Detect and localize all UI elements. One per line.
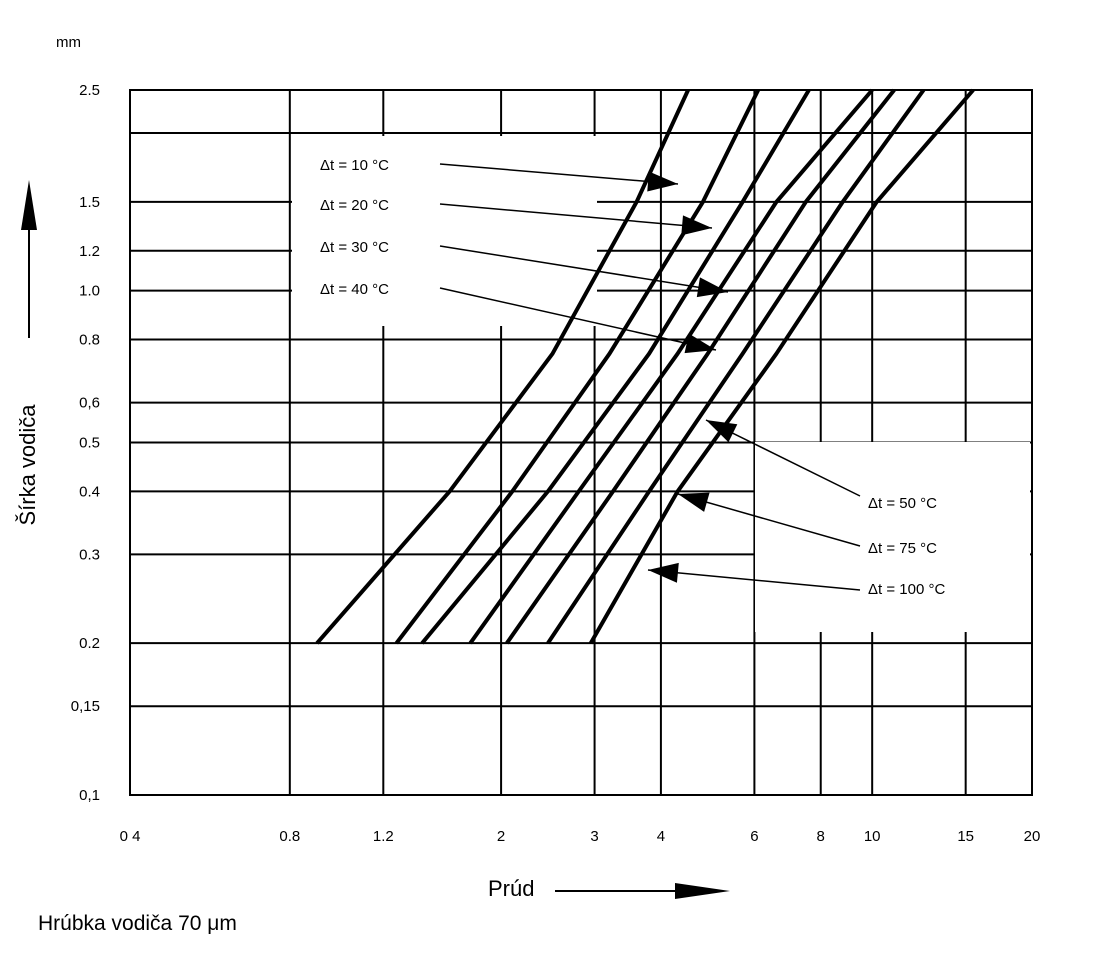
series-leader-line bbox=[647, 569, 861, 591]
y-tick-label: 0.3 bbox=[79, 546, 100, 563]
series-label-5: Δt = 50 °C bbox=[868, 495, 937, 512]
x-tick-label: 8 bbox=[817, 828, 825, 845]
series-arrowhead-icon bbox=[706, 420, 738, 443]
x-tick-label: 0.8 bbox=[279, 828, 300, 845]
series-leader-line bbox=[439, 245, 729, 293]
x-tick-label: 3 bbox=[590, 828, 598, 845]
y-tick-label: 0,6 bbox=[79, 395, 100, 412]
x-tick-label: 6 bbox=[750, 828, 758, 845]
y-tick-label: 2.5 bbox=[79, 82, 100, 99]
series-arrowhead-icon bbox=[684, 333, 716, 354]
series-line-6 bbox=[546, 88, 926, 645]
x-axis-title: Prúd bbox=[488, 876, 535, 901]
series-line-3 bbox=[420, 88, 811, 645]
x-tick-label: 20 bbox=[1024, 828, 1041, 845]
y-tick-label: 1.2 bbox=[79, 243, 100, 260]
series-label-7: Δt = 100 °C bbox=[868, 581, 945, 598]
conductor-thickness-caption: Hrúbka vodiča 70 μm bbox=[38, 912, 237, 935]
series-line-5 bbox=[505, 88, 896, 645]
series-arrowhead-icon bbox=[681, 215, 712, 236]
series-arrowhead-icon bbox=[696, 277, 728, 298]
series-leader-line bbox=[677, 493, 861, 547]
y-tick-label: 0,1 bbox=[79, 787, 100, 804]
x-tick-label: 4 bbox=[657, 828, 665, 845]
series-leader-line bbox=[439, 163, 679, 185]
y-tick-label: 0.5 bbox=[79, 435, 100, 452]
y-tick-label: 0.2 bbox=[79, 635, 100, 652]
y-axis-arrow-icon bbox=[21, 180, 37, 338]
series-label-6: Δt = 75 °C bbox=[868, 540, 937, 557]
series-arrowhead-icon bbox=[678, 492, 710, 512]
y-axis-title: Šírka vodiča bbox=[15, 404, 40, 526]
y-tick-label: 0,15 bbox=[71, 698, 100, 715]
y-tick-label: 0.8 bbox=[79, 332, 100, 349]
series-line-7 bbox=[588, 88, 975, 645]
y-tick-label: 1.5 bbox=[79, 194, 100, 211]
y-tick-label: 0.4 bbox=[79, 483, 100, 500]
x-tick-label: 1.2 bbox=[373, 828, 394, 845]
x-tick-label: 10 bbox=[864, 828, 881, 845]
y-tick-label: 1.0 bbox=[79, 283, 100, 300]
series-arrowhead-icon bbox=[648, 562, 679, 583]
legend-panel-right bbox=[755, 442, 1030, 632]
x-tick-label: 0 4 bbox=[120, 828, 141, 845]
series-leader-line bbox=[439, 203, 713, 229]
series-leader-line bbox=[439, 287, 717, 351]
series-label-3: Δt = 30 °C bbox=[320, 239, 389, 256]
series-line-1 bbox=[315, 89, 690, 645]
x-axis-arrow-icon bbox=[555, 883, 730, 899]
series-label-4: Δt = 40 °C bbox=[320, 281, 389, 298]
legend-panel-top bbox=[292, 136, 597, 326]
series-label-2: Δt = 20 °C bbox=[320, 197, 389, 214]
x-tick-label: 15 bbox=[957, 828, 974, 845]
series-arrowhead-icon bbox=[647, 171, 678, 192]
series-line-2 bbox=[394, 89, 760, 645]
series-label-1: Δt = 10 °C bbox=[320, 157, 389, 174]
y-unit-label: mm bbox=[56, 34, 81, 51]
series-line-4 bbox=[468, 88, 874, 645]
x-tick-label: 2 bbox=[497, 828, 505, 845]
